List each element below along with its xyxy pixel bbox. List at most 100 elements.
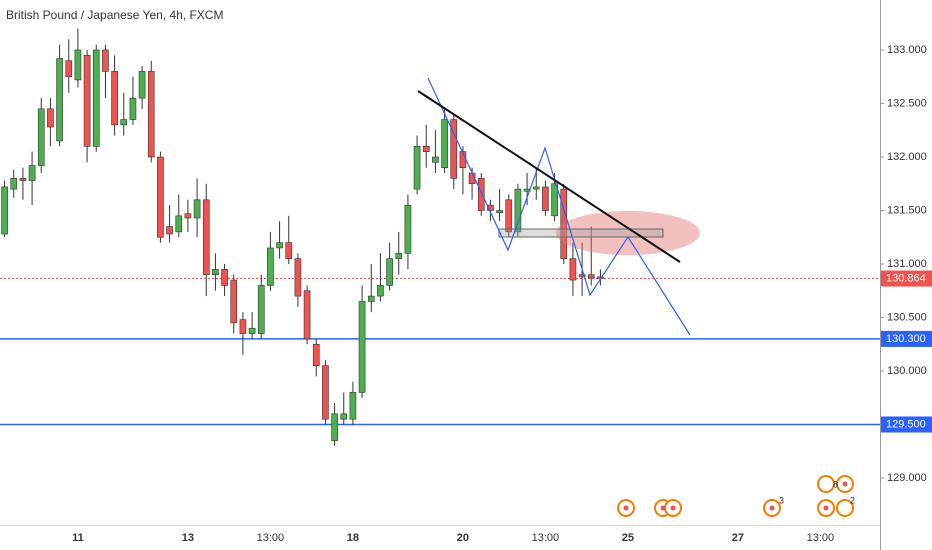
y-tick-label: 130.000 xyxy=(887,365,927,377)
candle-body xyxy=(202,199,210,275)
candle-body xyxy=(349,392,357,420)
candle-body xyxy=(514,188,522,233)
drawings xyxy=(417,77,700,336)
price-label-box xyxy=(881,270,932,287)
candle-body xyxy=(340,413,348,420)
candle-body xyxy=(1,186,8,235)
price-label: 130.300 xyxy=(886,333,926,345)
candle-body xyxy=(587,274,595,279)
candle-body xyxy=(221,269,228,286)
highlight-zone xyxy=(556,211,700,255)
candle-body xyxy=(10,178,18,190)
candle-body xyxy=(285,242,293,259)
event-icon xyxy=(817,475,835,493)
candle-body xyxy=(212,269,219,275)
y-tick-label: 132.000 xyxy=(887,151,927,163)
candle-body xyxy=(267,247,274,286)
candle-body xyxy=(276,242,283,249)
candle-body xyxy=(19,178,27,181)
event-badge: 8 xyxy=(833,479,838,489)
candle-body xyxy=(120,119,128,126)
chart-title: British Pound / Japanese Yen, 4h, FXCM xyxy=(6,8,223,22)
candle-body xyxy=(404,204,412,254)
candle-body xyxy=(422,145,430,152)
candle-body xyxy=(193,199,201,219)
candle-body xyxy=(331,413,338,441)
candle-body xyxy=(450,119,458,179)
candle-body xyxy=(248,327,256,334)
candle-body xyxy=(147,71,155,158)
candle-body xyxy=(92,49,100,147)
event-dot xyxy=(823,505,829,511)
candle-body xyxy=(129,97,137,120)
x-tick-label: 11 xyxy=(72,532,84,544)
candle-body xyxy=(257,285,265,334)
event-dots xyxy=(623,481,848,511)
candle-body xyxy=(102,49,109,72)
y-tick-label: 132.500 xyxy=(887,97,927,109)
candle-body xyxy=(28,165,36,181)
y-tick-label: 133.000 xyxy=(887,44,927,56)
trend-line xyxy=(417,90,681,263)
event-dot xyxy=(670,505,676,511)
price-label-box xyxy=(881,416,932,433)
price-label-box xyxy=(881,330,932,347)
candle-body xyxy=(83,55,91,147)
candle-body xyxy=(560,188,568,259)
candle-body xyxy=(138,71,146,99)
y-tick-label: 129.000 xyxy=(887,472,927,484)
candle-body xyxy=(230,279,238,324)
event-badge: 3 xyxy=(779,495,784,505)
range-box xyxy=(498,228,664,238)
y-tick-label: 131.500 xyxy=(887,204,927,216)
event-dot xyxy=(623,505,629,511)
candle-body xyxy=(47,108,54,128)
candle-body xyxy=(157,156,164,238)
candle-body xyxy=(322,365,329,420)
x-tick-label: 20 xyxy=(457,532,469,544)
price-label: 130.864 xyxy=(886,272,926,284)
candle-body xyxy=(239,319,247,334)
event-dot xyxy=(842,481,848,487)
candle-body xyxy=(56,58,63,142)
x-tick-label: 13:00 xyxy=(257,532,285,544)
y-tick-label: 131.000 xyxy=(887,258,927,270)
candle-body xyxy=(303,290,311,340)
candle-body xyxy=(578,274,586,278)
candle-body xyxy=(65,60,73,78)
candle-body xyxy=(184,213,192,219)
candle-body xyxy=(551,183,558,217)
projection-path xyxy=(427,77,691,336)
candle-body xyxy=(505,199,513,233)
event-badge: 2 xyxy=(850,495,855,505)
candle-body xyxy=(367,295,375,302)
candle-body xyxy=(358,301,366,393)
candle-body xyxy=(432,156,439,163)
x-tick-label: 18 xyxy=(347,532,359,544)
candle-body xyxy=(386,258,393,286)
x-tick-label: 13:00 xyxy=(532,532,560,544)
candle-body xyxy=(111,71,118,126)
candle-body xyxy=(487,204,494,211)
event-icon xyxy=(836,499,854,517)
candle-body xyxy=(312,343,320,366)
x-tick-label: 27 xyxy=(732,532,744,544)
candle-body xyxy=(37,108,45,166)
event-dot xyxy=(660,505,666,511)
price-label: 129.500 xyxy=(886,418,926,430)
candle-body xyxy=(477,178,485,211)
candle-body xyxy=(441,119,448,168)
candle-body xyxy=(395,252,403,259)
plot xyxy=(0,28,880,446)
y-tick-label: 130.500 xyxy=(887,311,927,323)
candle-body xyxy=(532,186,540,190)
candle-body xyxy=(542,186,549,211)
candle-body xyxy=(569,258,577,281)
candle-body xyxy=(166,226,173,235)
x-tick-label: 13:00 xyxy=(807,532,835,544)
candle-body xyxy=(377,285,384,297)
candle-body xyxy=(294,258,302,297)
event-dot xyxy=(769,505,775,511)
